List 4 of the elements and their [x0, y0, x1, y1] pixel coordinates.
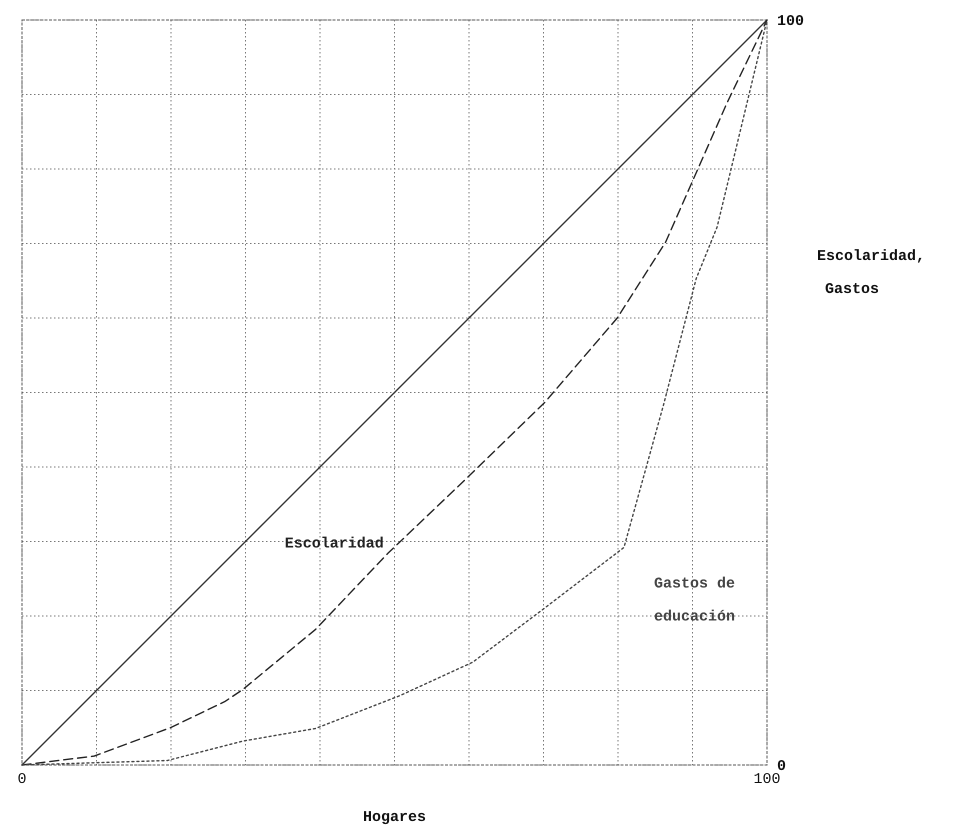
y-axis-title: Escolaridad, Gastos — [817, 248, 926, 298]
x-axis-title: Hogares — [362, 809, 426, 826]
series-label: Escolaridad — [284, 535, 384, 552]
text: Gastos de educación — [654, 575, 735, 626]
